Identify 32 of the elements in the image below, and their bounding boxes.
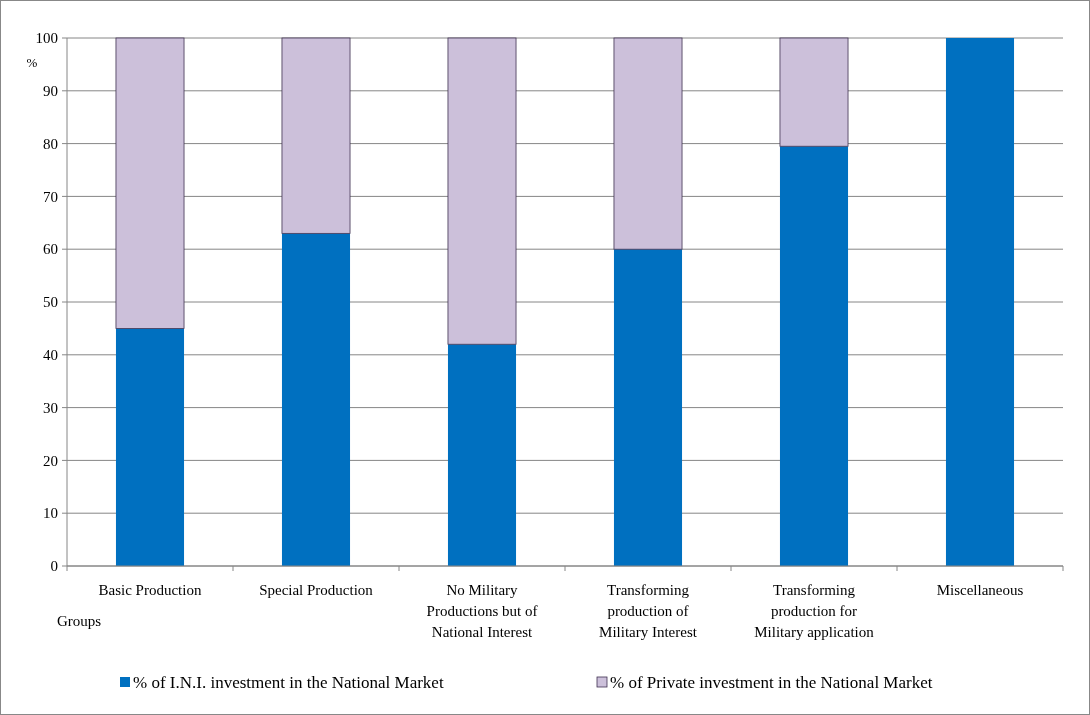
y-tick-label: 0 — [50, 558, 58, 575]
y-tick-label: 100 — [35, 30, 58, 47]
y-tick-label: 20 — [43, 452, 58, 469]
legend-label: % of I.N.I. investment in the National Market — [133, 673, 444, 692]
x-tick-label: Basic Production — [98, 582, 202, 598]
bar — [447, 37, 517, 345]
x-axis-title: Groups — [57, 613, 102, 629]
x-tick-label: Transforming production for Military application — [754, 582, 875, 640]
bar — [281, 37, 351, 234]
x-tick-label: Transforming production of Military Interest — [599, 582, 698, 640]
y-tick-label: 50 — [43, 294, 58, 311]
bar — [115, 37, 185, 329]
legend-label: % of Private investment in the National Market — [610, 673, 933, 692]
y-tick-label: 10 — [43, 505, 58, 522]
y-tick-label: 70 — [43, 188, 58, 205]
bar — [945, 38, 1015, 566]
x-tick-label: No Military Productions but of National Interest — [426, 582, 538, 640]
y-tick-label: 60 — [43, 241, 58, 258]
x-tick-label: Miscellaneous — [936, 582, 1024, 598]
bar — [447, 344, 517, 566]
y-tick-label: 40 — [43, 347, 58, 364]
bar — [613, 249, 683, 566]
y-tick-label: 30 — [43, 399, 58, 416]
x-tick-label: Special Production — [259, 582, 374, 598]
bar — [779, 37, 849, 147]
bar — [613, 37, 683, 250]
bar — [115, 328, 185, 566]
y-tick-label: 90 — [43, 83, 58, 100]
y-axis-title: % — [26, 55, 38, 70]
bar — [779, 146, 849, 566]
y-tick-label: 80 — [43, 135, 58, 152]
bar — [281, 233, 351, 566]
